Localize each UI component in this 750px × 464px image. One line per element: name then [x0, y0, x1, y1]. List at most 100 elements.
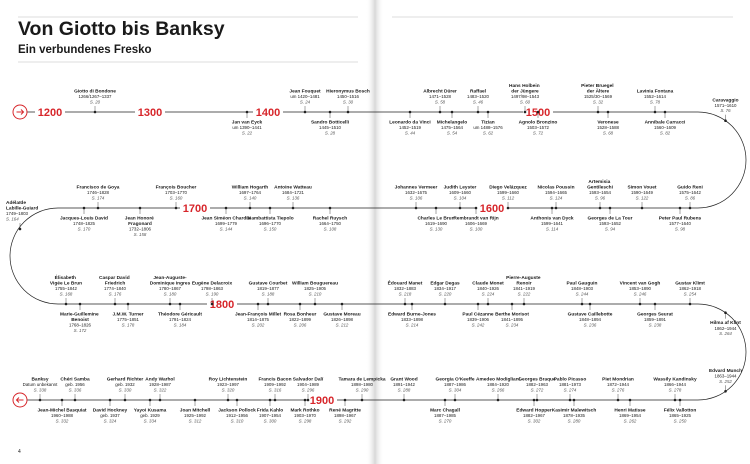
artist-name-line: Marie-Guillemine	[60, 312, 100, 318]
artist-name-line: Jean-Michel Basquiat	[37, 408, 86, 414]
artist-name: Roy Lichtenstein	[209, 377, 248, 383]
artist-name: David Hockney	[93, 408, 128, 414]
artist-name: Leonardo da Vinci	[389, 120, 431, 126]
artist-page: S. 188	[262, 292, 275, 297]
artist-name-line: Annibale Carracci	[645, 120, 686, 126]
artist-name: Anthonis van Dyck	[530, 216, 574, 222]
artist-page: S. 98	[675, 226, 686, 231]
artist-dates: geb. 1929	[140, 413, 160, 418]
artist-name-line: Paul Cézanne	[462, 312, 494, 318]
artist-name: Wassily Kandinsky	[653, 377, 697, 383]
artist-page: S. 46	[473, 100, 484, 105]
artist-name: Georges Braque	[518, 377, 556, 383]
artist-name: Chéri Samba	[60, 377, 90, 383]
century-marker-bg	[135, 105, 165, 119]
artist-dates: 1834–1917	[434, 286, 457, 291]
artist-name-line: Fragonard	[128, 221, 152, 227]
artist-dates: 1859–1891	[644, 317, 667, 322]
artist-dates: um 1420–1481	[290, 94, 320, 99]
artist-name: René Magritte	[329, 408, 361, 414]
artist-name: Caravaggio	[712, 97, 738, 103]
artist-page: S. 180	[164, 292, 177, 297]
artist-page: S. 130	[430, 226, 443, 231]
arrow-icon	[15, 397, 24, 403]
artist-name: Marie-Guillemine Benoist	[60, 312, 100, 323]
artist-name: Édouard Manet	[388, 279, 423, 287]
artist-page: S. 252	[719, 379, 732, 384]
artist-name: Charles Le Brun	[417, 216, 454, 222]
artist-dates: 1909–1992	[264, 382, 287, 387]
artist-page: S. 302	[528, 418, 541, 423]
artist-name: Tizian	[481, 120, 495, 126]
artist-dates: 1825–1905	[304, 286, 327, 291]
artist-name: Théodore Géricault	[158, 312, 202, 318]
artist-dates: 1841–1919	[513, 286, 536, 291]
artist-name-line: Rosa Bonheur	[284, 312, 317, 318]
century-marker: 1700	[183, 203, 207, 215]
artist-name: William Bouguereau	[292, 281, 338, 287]
artist-name: Jean Fouquet	[289, 89, 321, 95]
artist-page: S. 68	[603, 130, 614, 135]
artist-name: Sandro Botticelli	[311, 120, 349, 126]
century-marker: 1900	[310, 395, 334, 407]
artist-name-line: der Ältere	[587, 88, 610, 95]
artist-name-line: Jan van Eyck	[232, 120, 263, 126]
artist-page: S. 270	[439, 418, 452, 423]
artist-page: S. 218	[399, 292, 412, 297]
artist-name-line: Félix Vallotton	[664, 408, 697, 414]
artist-dates: 1697–1764	[239, 190, 262, 195]
artist-name-line: Claude Monet	[472, 281, 504, 287]
artist-name-line: Edgar Degas	[430, 281, 460, 287]
artist-name: Henri Matisse	[614, 408, 646, 414]
artist-name: Edgar Degas	[430, 281, 460, 287]
artist-name: Claude Monet	[472, 281, 504, 287]
artist-dates: 1609–1660	[449, 190, 472, 195]
artist-page: S. 250	[674, 418, 687, 423]
artist-name: Agnolo Bronzino	[519, 120, 558, 126]
artist-dates: 1768–1826	[69, 323, 92, 328]
artist-dates: 1780–1867	[159, 286, 182, 291]
artist-name-line: Leonardo da Vinci	[389, 120, 431, 126]
artist-name: Artemisia Gentileschi	[587, 179, 613, 190]
artist-page: S. 136	[287, 196, 300, 201]
artist-name-line: Gustav Klimt	[675, 281, 705, 287]
artist-name-line: Guido Reni	[677, 185, 703, 191]
artist-dates: Datum unbekannt	[23, 382, 58, 387]
artist-name-line: Salvador Dalí	[293, 377, 324, 383]
artist-page: S. 272	[531, 388, 544, 393]
century-marker: 1600	[480, 203, 504, 215]
artist-dates: 1907–1954	[259, 413, 282, 418]
artist-name-line: Caravaggio	[712, 97, 738, 103]
artist-page: S. 150	[264, 226, 277, 231]
artist-dates: 1853–1890	[629, 286, 652, 291]
artist-name-line: Friedrich	[105, 281, 126, 287]
artist-dates: 1878–1935	[563, 413, 586, 418]
artist-name-line: Dominique Ingres	[150, 281, 191, 287]
artist-dates: 1696–1770	[259, 221, 282, 226]
artist-page: S. 158	[134, 232, 147, 237]
artist-name: Johannes Vermeer	[395, 185, 438, 191]
artist-page: S. 60	[520, 100, 531, 105]
artist-name: Berthe Morisot	[495, 312, 529, 318]
artist-name: Rachel Ruysch	[313, 216, 347, 222]
artist-dates: 1798–1863	[201, 286, 224, 291]
artist-dates: 1593–1654	[589, 190, 612, 195]
artist-page: S. 324	[104, 418, 117, 423]
artist-dates: 1839–1906	[467, 317, 490, 322]
artist-dates: 1865–1925	[669, 413, 692, 418]
artist-dates: 1887–1985	[434, 413, 457, 418]
artist-name: Adélaïde Labille-Guiard	[6, 200, 38, 211]
artist-name: Raffael	[470, 89, 486, 95]
artist-page: S. 320	[222, 388, 235, 393]
artist-name: Gustave Courbet	[249, 281, 288, 287]
timeline-labels: 1200130014001500Giotto di Bondone1266/12…	[6, 83, 742, 423]
artist-dates: 1882–1963	[526, 382, 549, 387]
artist-dates: 1475–1564	[441, 125, 464, 130]
artist-name-line: Élisabeth	[55, 273, 78, 281]
artist-dates: 1599–1660	[497, 190, 520, 195]
artist-name-line: Hieronymus Bosch	[326, 89, 370, 95]
artist-name: Caspar David Friedrich	[99, 275, 131, 286]
artist-name: Hans Holbein der Jüngere	[509, 83, 541, 94]
timeline	[9, 104, 747, 408]
